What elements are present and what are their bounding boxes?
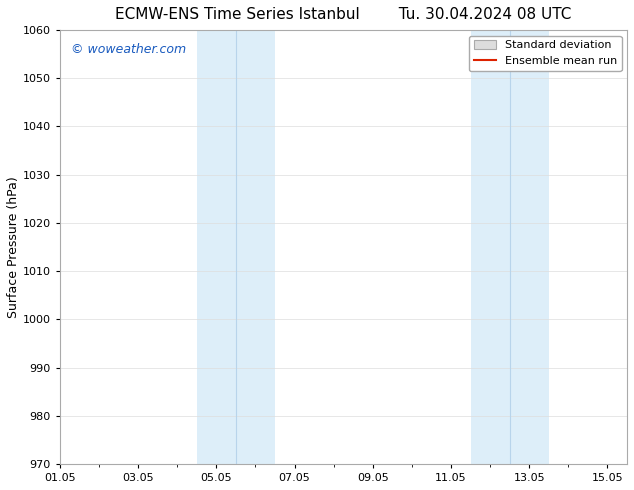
Text: © woweather.com: © woweather.com — [71, 43, 186, 56]
Title: ECMW-ENS Time Series Istanbul        Tu. 30.04.2024 08 UTC: ECMW-ENS Time Series Istanbul Tu. 30.04.… — [115, 7, 572, 22]
Bar — [470, 30, 510, 464]
Y-axis label: Surface Pressure (hPa): Surface Pressure (hPa) — [7, 176, 20, 318]
Bar — [236, 30, 275, 464]
Legend: Standard deviation, Ensemble mean run: Standard deviation, Ensemble mean run — [469, 36, 621, 71]
Bar — [197, 30, 236, 464]
Bar — [510, 30, 549, 464]
